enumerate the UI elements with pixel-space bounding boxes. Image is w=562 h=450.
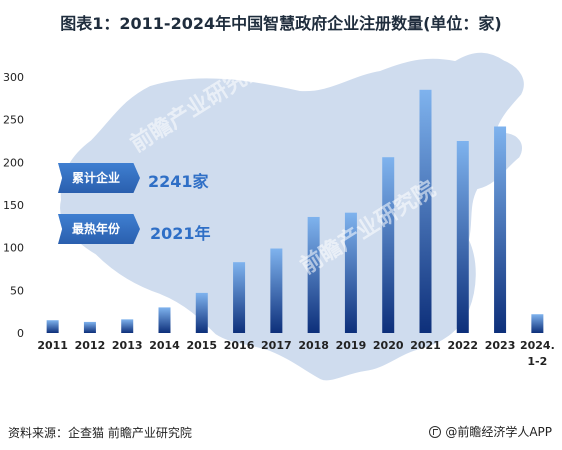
x-tick-label: 2012	[75, 339, 106, 352]
bar-2011	[46, 320, 59, 333]
x-tick-label: 2011	[37, 339, 68, 352]
brand-credit: @前瞻经济学人APP	[429, 423, 552, 440]
x-tick-label: 2018	[298, 339, 329, 352]
bar-2019	[344, 212, 357, 333]
bar-2024.1-2	[531, 314, 544, 333]
x-tick-label: 2016	[224, 339, 255, 352]
x-tick-label: 2013	[112, 339, 143, 352]
bar-2023	[494, 126, 507, 333]
bar-2020	[382, 157, 395, 333]
brand-text: @前瞻经济学人APP	[445, 425, 552, 439]
highlight-value-total: 2241家	[148, 172, 209, 191]
bar-2021	[419, 89, 432, 333]
highlight-label: 最热年份	[72, 222, 121, 236]
y-tick-label: 300	[3, 71, 24, 84]
bar-2015	[195, 292, 208, 333]
highlight-tag-peak-year: 最热年份	[58, 214, 140, 244]
bar-2012	[83, 321, 96, 333]
x-tick-label: 1-2	[527, 355, 547, 368]
x-tick-label: 2024.	[520, 339, 555, 352]
bar-2017	[270, 248, 283, 333]
y-tick-label: 50	[10, 284, 24, 297]
y-tick-label: 150	[3, 199, 24, 212]
x-tick-label: 2017	[261, 339, 292, 352]
y-tick-label: 0	[17, 327, 24, 340]
highlight-tag-total: 累计企业	[58, 163, 140, 193]
x-tick-label: 2014	[149, 339, 180, 352]
x-tick-label: 2023	[485, 339, 516, 352]
bar-2018	[307, 216, 320, 333]
china-map-silhouette	[58, 50, 526, 383]
bar-2013	[121, 319, 134, 333]
y-tick-label: 200	[3, 156, 24, 169]
y-tick-label: 250	[3, 114, 24, 127]
y-tick-label: 100	[3, 242, 24, 255]
bar-2016	[233, 262, 246, 333]
chart-title: 图表1：2011-2024年中国智慧政府企业注册数量(单位：家)	[60, 14, 502, 33]
x-tick-label: 2021	[410, 339, 441, 352]
x-tick-label: 2022	[447, 339, 478, 352]
x-tick-label: 2020	[373, 339, 404, 352]
bar-2022	[456, 141, 469, 333]
data-source: 资料来源：企查猫 前瞻产业研究院	[8, 426, 192, 440]
highlight-label: 累计企业	[72, 171, 121, 185]
x-tick-label: 2019	[336, 339, 367, 352]
brand-logo-icon	[429, 425, 442, 438]
bar-2014	[158, 307, 171, 333]
x-tick-label: 2015	[186, 339, 217, 352]
highlight-value-peak-year: 2021年	[150, 224, 211, 243]
